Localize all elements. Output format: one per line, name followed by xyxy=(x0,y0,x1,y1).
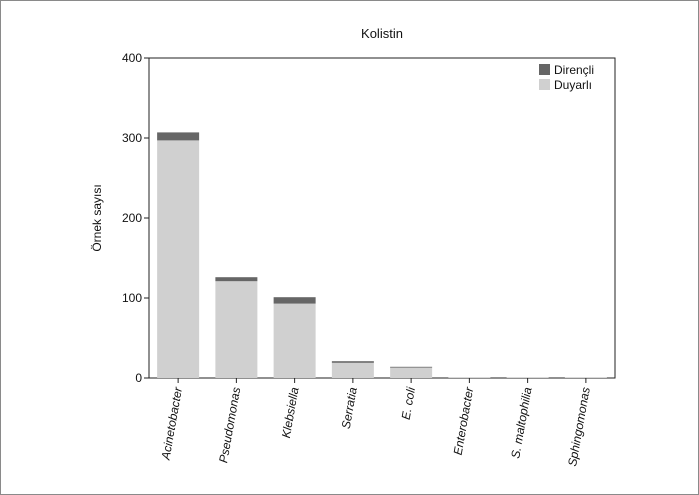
bar-duyarli-acinetobacter xyxy=(157,140,200,378)
bar-duyarli-s-maltophilia xyxy=(506,377,549,378)
bar-direncli-e-coli xyxy=(390,366,433,368)
bars xyxy=(157,132,607,378)
bar-direncli-serratia xyxy=(331,361,374,363)
x-tick-label-sphingomonas: Sphingomonas xyxy=(565,386,593,467)
legend-swatch-diren-li xyxy=(539,64,550,75)
bar-direncli-klebsiella xyxy=(273,297,316,304)
legend-label-duyarl: Duyarlı xyxy=(554,78,592,92)
x-tick-label-klebsiella: Klebsiella xyxy=(279,386,302,439)
bar-direncli-acinetobacter xyxy=(157,132,200,141)
legend-label-diren-li: Dirençli xyxy=(554,63,594,77)
y-tick-label: 100 xyxy=(122,291,142,305)
y-tick-label: 0 xyxy=(135,371,142,385)
bar-duyarli-pseudomonas xyxy=(215,281,258,378)
bar-direncli-pseudomonas xyxy=(215,277,258,282)
y-tick-label: 200 xyxy=(122,211,142,225)
x-axis: Acinetobacter Pseudomonas Klebsiella Serrat… xyxy=(158,378,593,467)
chart-title: Kolistin xyxy=(361,26,403,41)
y-tick-label: 300 xyxy=(122,131,142,145)
legend-swatch-duyarl xyxy=(539,79,550,90)
y-tick-label: 400 xyxy=(122,51,142,65)
y-axis: 0 100 200 300 400 xyxy=(122,51,149,385)
bar-duyarli-sphingomonas xyxy=(564,377,607,378)
x-tick-label-pseudomonas: Pseudomonas xyxy=(216,386,243,464)
x-tick-label-enterobacter: Enterobacter xyxy=(451,385,477,456)
x-tick-label-s-maltophilia: S. maltophilia xyxy=(508,386,534,460)
x-tick-label-e-coli: E. coli xyxy=(399,386,419,421)
bar-duyarli-enterobacter xyxy=(448,377,491,378)
y-axis-label: Örnek sayısı xyxy=(90,184,104,251)
x-tick-label-serratia: Serratia xyxy=(339,386,360,430)
bar-duyarli-serratia xyxy=(331,362,374,378)
bar-duyarli-klebsiella xyxy=(273,303,316,378)
bar-duyarli-e-coli xyxy=(390,367,433,378)
x-tick-label-acinetobacter: Acinetobacter xyxy=(158,385,185,462)
